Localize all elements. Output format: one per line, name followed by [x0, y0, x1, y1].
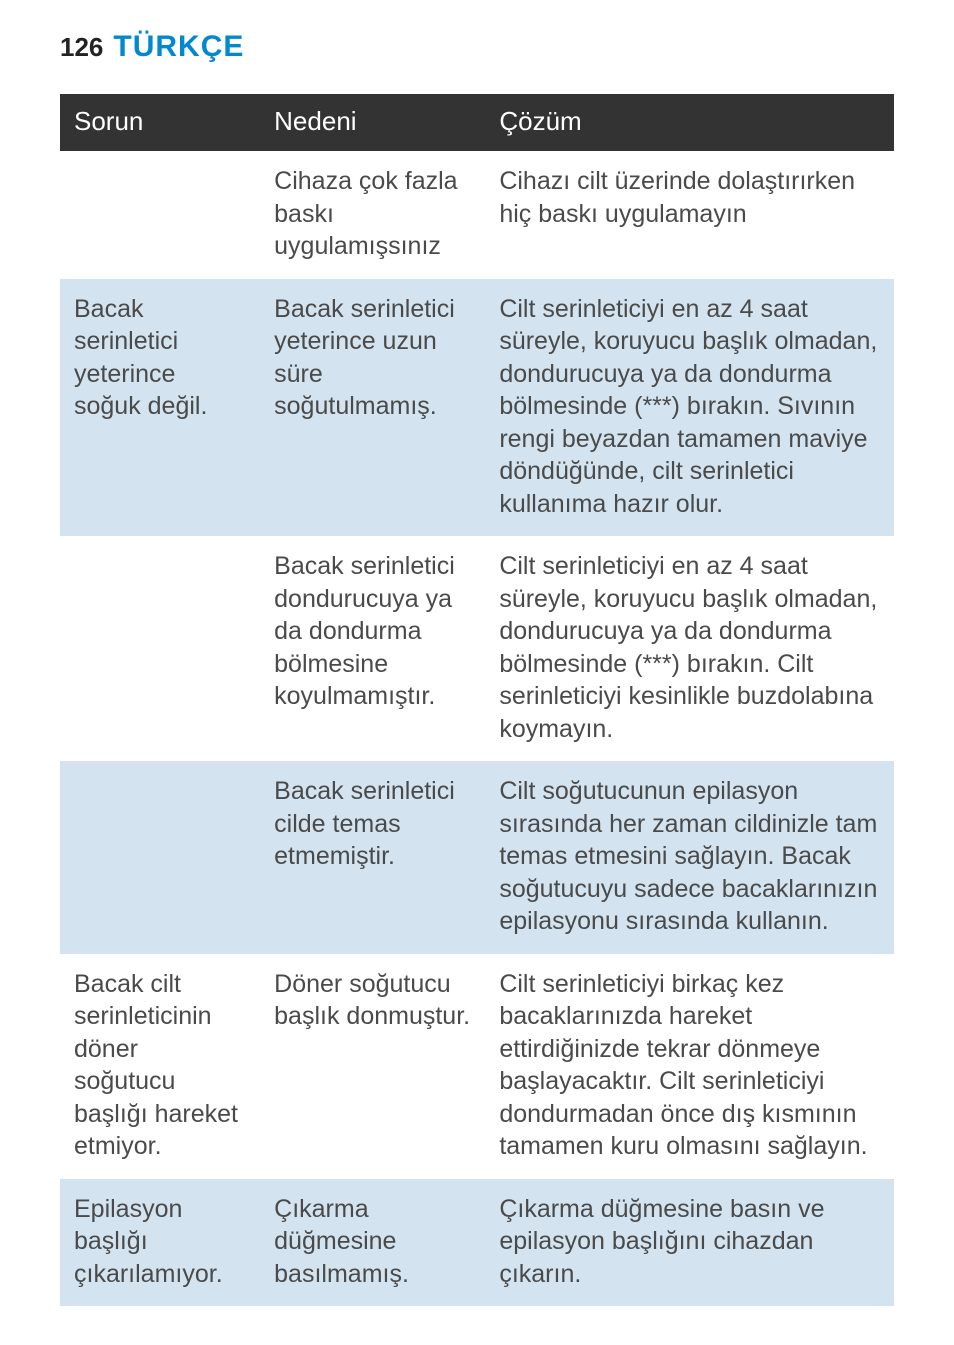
cell-sorun: Epilasyon başlığı çıkarılamıyor. [60, 1179, 260, 1307]
col-header-sorun: Sorun [60, 94, 260, 151]
cell-nedeni: Bacak serinletici cilde temas etmemiştir… [260, 761, 485, 954]
cell-cozum: Cilt soğutucunun epilasyon sırasında her… [485, 761, 894, 954]
table-row: Bacak serinletici dondurucuya ya da dond… [60, 536, 894, 761]
cell-nedeni: Bacak serinletici dondurucuya ya da dond… [260, 536, 485, 761]
col-header-nedeni: Nedeni [260, 94, 485, 151]
table-body: Cihaza çok fazla baskı uygulamışsınız Ci… [60, 151, 894, 1306]
troubleshooting-table: Sorun Nedeni Çözüm Cihaza çok fazla bask… [60, 94, 894, 1306]
table-row: Cihaza çok fazla baskı uygulamışsınız Ci… [60, 151, 894, 279]
table-row: Bacak serinletici cilde temas etmemiştir… [60, 761, 894, 954]
cell-nedeni: Döner soğutucu başlık donmuştur. [260, 954, 485, 1179]
cell-nedeni: Bacak serinletici yeterince uzun süre so… [260, 279, 485, 537]
cell-sorun [60, 151, 260, 279]
cell-sorun: Bacak cilt serinleticinin döner soğutucu… [60, 954, 260, 1179]
table-header-row: Sorun Nedeni Çözüm [60, 94, 894, 151]
cell-sorun [60, 536, 260, 761]
table-row: Bacak cilt serinleticinin döner soğutucu… [60, 954, 894, 1179]
cell-cozum: Cilt serinleticiyi en az 4 saat süreyle,… [485, 279, 894, 537]
cell-sorun [60, 761, 260, 954]
table-row: Bacak serinletici yeterince soğuk değil.… [60, 279, 894, 537]
page-number: 126 [60, 32, 103, 63]
language-title: TÜRKÇE [113, 30, 244, 64]
cell-nedeni: Cihaza çok fazla baskı uygulamışsınız [260, 151, 485, 279]
page-header: 126 TÜRKÇE [60, 30, 894, 64]
cell-sorun: Bacak serinletici yeterince soğuk değil. [60, 279, 260, 537]
cell-nedeni: Çıkarma düğmesine basılmamış. [260, 1179, 485, 1307]
cell-cozum: Cihazı cilt üzerinde dolaştırırken hiç b… [485, 151, 894, 279]
table-row: Epilasyon başlığı çıkarılamıyor. Çıkarma… [60, 1179, 894, 1307]
cell-cozum: Cilt serinleticiyi en az 4 saat süreyle,… [485, 536, 894, 761]
col-header-cozum: Çözüm [485, 94, 894, 151]
cell-cozum: Cilt serinleticiyi birkaç kez bacakların… [485, 954, 894, 1179]
cell-cozum: Çıkarma düğmesine basın ve epilasyon baş… [485, 1179, 894, 1307]
